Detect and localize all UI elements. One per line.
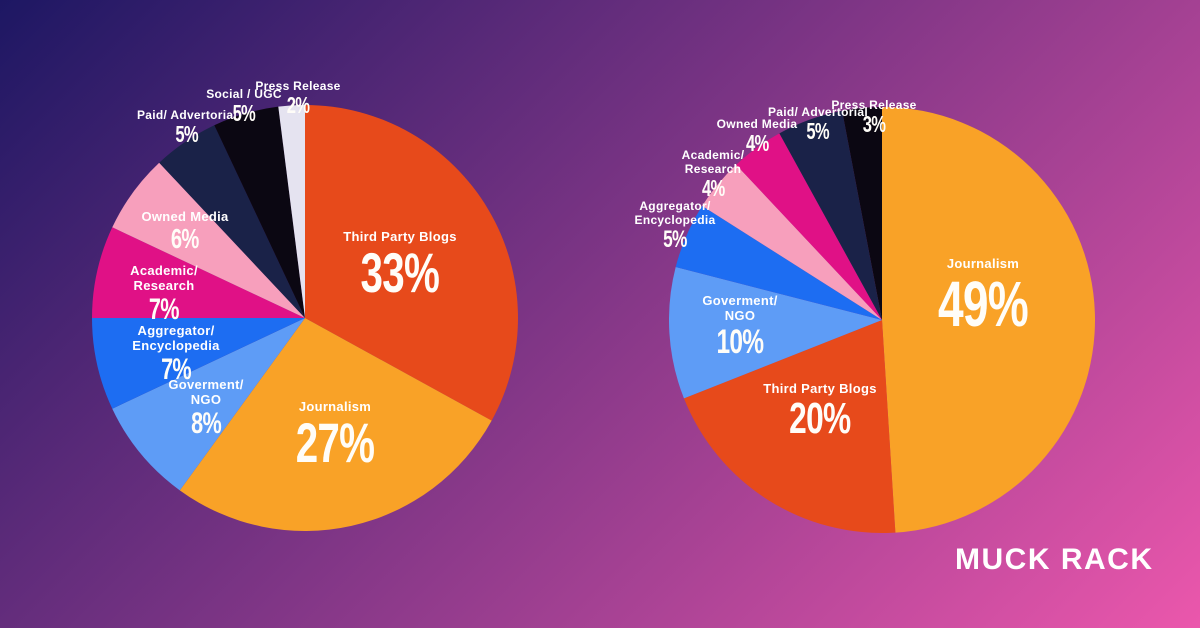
pie-slice-aggregator-encyclopedia (92, 318, 305, 409)
pie-slice-goverment-ngo (112, 318, 305, 491)
pie-slice-social-ugc (214, 106, 305, 319)
slice-name-text: Press Release (255, 79, 341, 93)
slice-name-text: Social / UGC (206, 87, 282, 101)
pie-slice-journalism (882, 107, 1095, 533)
pie-slice-aggregator-encyclopedia (675, 205, 882, 320)
left-pie (92, 105, 518, 531)
muck-rack-logo: MUCK RACK (955, 543, 1154, 576)
pie-slice-third-party-blogs (305, 105, 518, 421)
pie-slice-paid-advertorial (159, 125, 305, 318)
pie-slice-press-release (278, 105, 305, 318)
right-pie (669, 107, 1095, 533)
pie-slice-paid-advertorial (779, 110, 882, 321)
pie-slice-third-party-blogs (683, 320, 896, 533)
pie-slice-academic-research (92, 227, 305, 318)
pie-slice-owned-media (112, 162, 305, 318)
pie-slice-academic-research (702, 164, 882, 320)
pie-slice-journalism (179, 318, 492, 531)
pie-slice-owned-media (736, 133, 882, 320)
pie-slice-press-release (842, 107, 882, 320)
pie-slice-goverment-ngo (669, 267, 882, 399)
